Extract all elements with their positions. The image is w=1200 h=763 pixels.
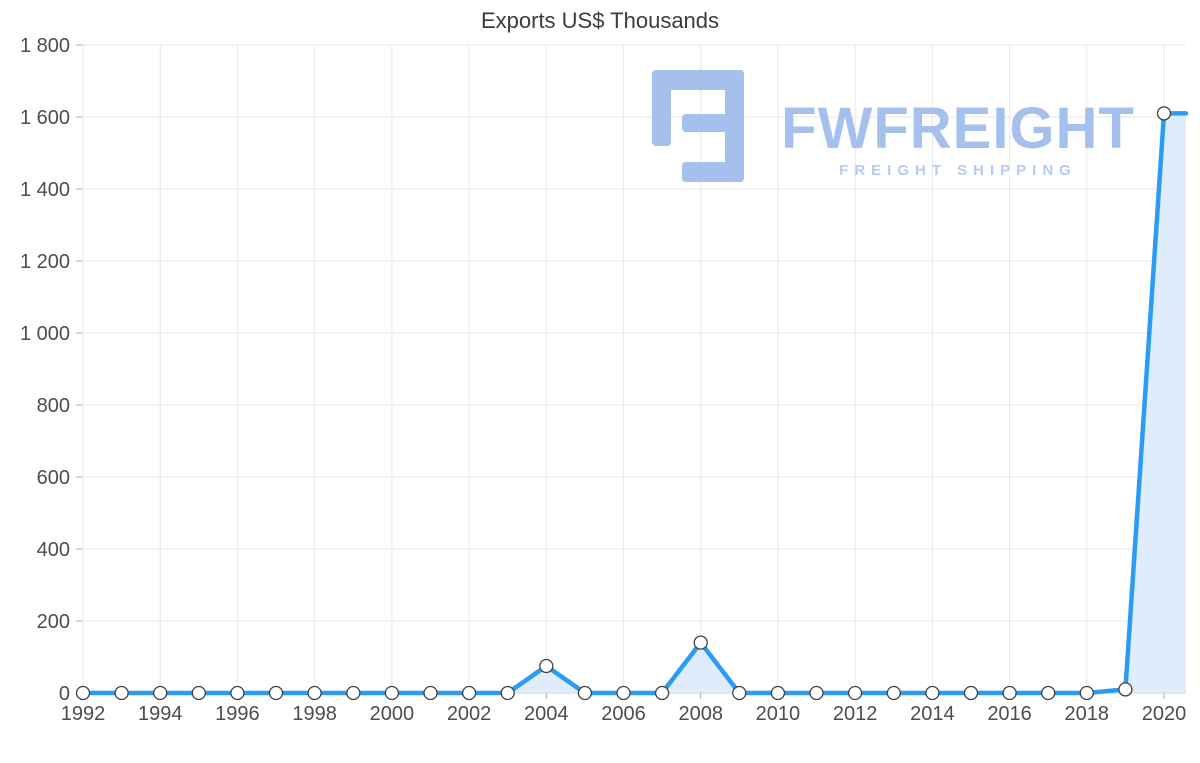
data-point-2017 (1041, 685, 1056, 701)
x-axis-tick-label: 2008 (678, 703, 723, 725)
data-point-2012 (847, 685, 863, 701)
data-point-2006 (616, 685, 631, 701)
data-point-2007 (654, 685, 670, 701)
data-point-2020 (1156, 106, 1172, 121)
data-point-1995 (191, 685, 206, 701)
y-axis-tick-label: 1 400 (20, 179, 70, 201)
x-axis-tick-label: 1996 (215, 703, 260, 725)
data-point-2008 (693, 635, 708, 650)
y-axis-tick-label: 1 000 (20, 323, 70, 345)
x-axis-tick-label: 1994 (138, 703, 183, 725)
series-layer (75, 106, 1189, 701)
data-point-2015 (963, 685, 979, 701)
watermark-tagline-text: FREIGHT SHIPPING (839, 162, 1077, 179)
x-axis-tick-label: 2000 (370, 703, 415, 725)
chart-title: Exports US$ Thousands (480, 8, 720, 33)
series-line (80, 111, 1189, 696)
data-point-2004 (539, 658, 554, 674)
logo-shape (682, 162, 744, 182)
y-axis-tick-label: 0 (59, 683, 70, 705)
y-axis-tick-label: 1 800 (20, 35, 70, 57)
logo-shape (682, 114, 744, 132)
data-point-1993 (114, 685, 129, 701)
data-point-2016 (1002, 685, 1017, 701)
x-axis-tick-label: 2012 (833, 703, 878, 725)
data-point-2018 (1079, 685, 1094, 701)
data-point-2014 (925, 685, 940, 701)
data-point-2000 (384, 685, 400, 701)
data-point-2019 (1118, 682, 1133, 697)
data-point-2002 (461, 685, 477, 701)
x-axis-tick-label: 2006 (601, 703, 646, 725)
y-axis-tick-label: 200 (37, 611, 70, 633)
axis-labels-layer: 0 200 400 600 800 1 000 1 200 1 400 1 600 1 800 19… (20, 35, 1186, 725)
logo-shape (652, 70, 744, 90)
data-point-1998 (307, 685, 322, 701)
y-axis-tick-label: 400 (37, 539, 70, 561)
x-axis-tick-label: 2020 (1142, 703, 1187, 725)
x-axis-tick-label: 2002 (447, 703, 492, 725)
x-axis-tick-label: 2014 (910, 703, 955, 725)
data-point-1999 (346, 685, 361, 701)
x-axis-tick-label: 1992 (61, 703, 106, 725)
data-point-2001 (423, 685, 438, 701)
data-point-1994 (153, 685, 168, 701)
data-point-2003 (500, 685, 515, 701)
y-axis-tick-label: 1 600 (20, 107, 70, 129)
x-axis-tick-label: 2016 (987, 703, 1032, 725)
data-point-2005 (577, 685, 593, 701)
data-point-1996 (230, 685, 245, 701)
grid-layer (76, 44, 1186, 699)
data-point-2010 (770, 685, 786, 701)
series-area-fill (83, 113, 1186, 693)
x-axis-tick-label: 1998 (292, 703, 337, 725)
data-point-2013 (886, 685, 901, 701)
y-axis-tick-label: 800 (37, 395, 70, 417)
data-point-2009 (732, 685, 747, 701)
y-axis-tick-label: 1 200 (20, 251, 70, 273)
x-axis-tick-label: 2018 (1065, 703, 1110, 725)
data-point-1992 (75, 685, 91, 701)
data-point-2011 (809, 685, 824, 701)
y-axis-tick-label: 600 (37, 467, 70, 489)
fwfreight-logo-icon (652, 70, 744, 182)
x-axis-tick-label: 2004 (524, 703, 569, 725)
data-point-1997 (268, 685, 284, 701)
watermark-brand-text: FWFREIGHT (781, 96, 1135, 161)
x-axis-tick-label: 2010 (756, 703, 801, 725)
